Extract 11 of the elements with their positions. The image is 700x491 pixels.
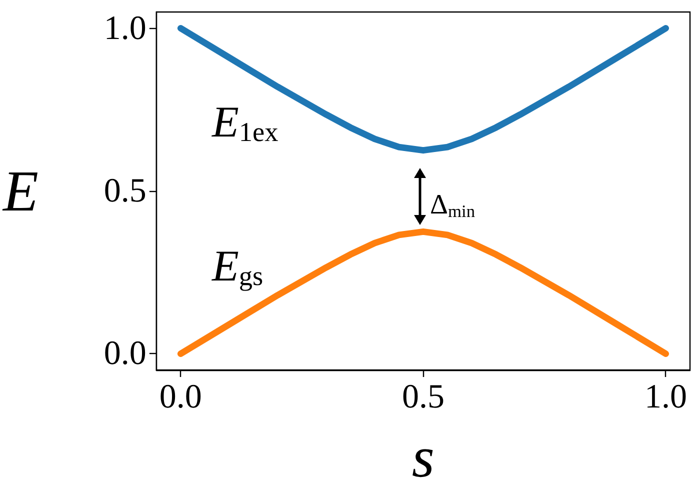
y-tick-label: 0.5	[104, 172, 146, 210]
x-tick-label: 0.0	[159, 378, 202, 416]
x-tick-label: 1.0	[644, 378, 687, 416]
x-axis-title: s	[412, 424, 435, 490]
annotation: E1ex	[211, 98, 279, 147]
x-tick-label: 0.5	[402, 378, 444, 416]
y-tick-label: 0.0	[104, 335, 146, 372]
annotation: Egs	[211, 242, 264, 291]
y-tick-label: 1.0	[104, 10, 146, 47]
annotation: Δmin	[430, 190, 476, 221]
y-axis-title: E	[2, 158, 38, 224]
